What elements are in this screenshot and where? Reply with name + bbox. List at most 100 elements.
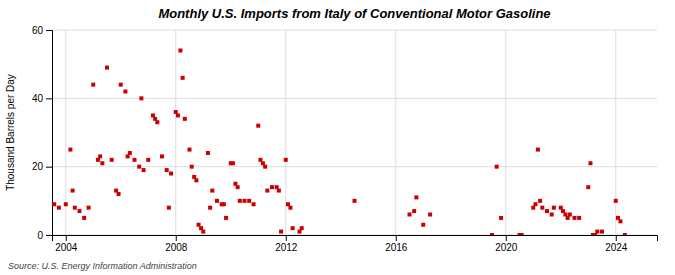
point [201,230,205,234]
point [64,202,68,206]
x-tick-label: 2016 [385,242,408,253]
y-tick-mark [46,167,52,168]
point [192,175,196,179]
point [545,209,549,213]
point [199,226,203,230]
x-tick: 2008 [165,235,188,253]
point [142,168,146,172]
point [408,213,412,217]
point [151,113,155,117]
y-tick-mark [46,30,52,31]
point [275,185,279,189]
point [68,148,72,152]
point [531,206,535,210]
y-tick-mark [46,235,52,236]
y-tick-label: 0 [37,230,43,241]
point [421,223,425,227]
x-grid-line [505,30,506,235]
x-tick: 2024 [605,235,628,253]
point [194,178,198,182]
point [215,199,219,203]
point [252,202,256,206]
point [561,209,565,213]
point [265,189,269,193]
point [105,66,109,70]
point [190,165,194,169]
point [261,161,265,165]
y-axis-line [46,31,53,236]
point [279,230,283,234]
point [414,195,418,199]
x-tick-mark [286,235,287,241]
point [206,151,210,155]
x-axis: 200420082012201620202024 [53,235,658,253]
point [167,206,171,210]
point [499,216,503,220]
point [119,83,123,87]
point [243,199,247,203]
x-tick-label: 2008 [165,242,188,253]
point [270,185,274,189]
point [123,90,127,94]
point [174,110,178,114]
point [73,206,77,210]
point [533,202,537,206]
point [614,199,618,203]
point [98,154,102,158]
point [538,199,542,203]
point [258,158,262,162]
x-grid-line [395,30,396,235]
point [298,230,302,234]
title: Monthly U.S. Imports from Italy of Conve… [158,6,550,21]
point [256,124,260,128]
point [71,189,75,193]
point [153,117,157,121]
point [568,213,572,217]
x-tick-label: 2024 [605,242,628,253]
point [110,158,114,162]
point [231,161,235,165]
source-note: Source: U.S. Energy Information Administ… [8,261,197,271]
point [353,199,357,203]
point [288,206,292,210]
point [169,172,173,176]
y-grid-line [52,166,657,167]
point [178,49,182,53]
point [224,216,228,220]
point [559,206,563,210]
point [210,189,214,193]
point [126,154,130,158]
x-tick-label: 2004 [55,242,78,253]
point [57,206,61,210]
x-grid-line [615,30,616,235]
point [577,216,581,220]
point [520,233,524,235]
point [490,233,494,235]
y-tick-label: 40 [32,93,44,104]
point [616,216,620,220]
point [139,96,143,100]
point [233,182,237,186]
x-axis-line [53,236,658,242]
point [536,148,540,152]
point [160,154,164,158]
point [284,158,288,162]
x-tick-mark [616,235,617,241]
y-axis-label: Thousand Barrels per Day [5,74,16,191]
point [96,158,100,162]
point [197,223,201,227]
point [563,213,567,217]
point [573,216,577,220]
point [566,216,570,220]
chart: 2004200820122016202020240204060Monthly U… [0,0,675,275]
y-tick: 0 [37,230,52,241]
point [117,192,121,196]
point [82,216,86,220]
plot-area: 2004200820122016202020240204060 [32,25,658,253]
point [181,76,185,80]
point [600,230,604,234]
point [114,189,118,193]
point [291,226,295,230]
point [183,117,187,121]
y-tick: 40 [32,93,52,104]
